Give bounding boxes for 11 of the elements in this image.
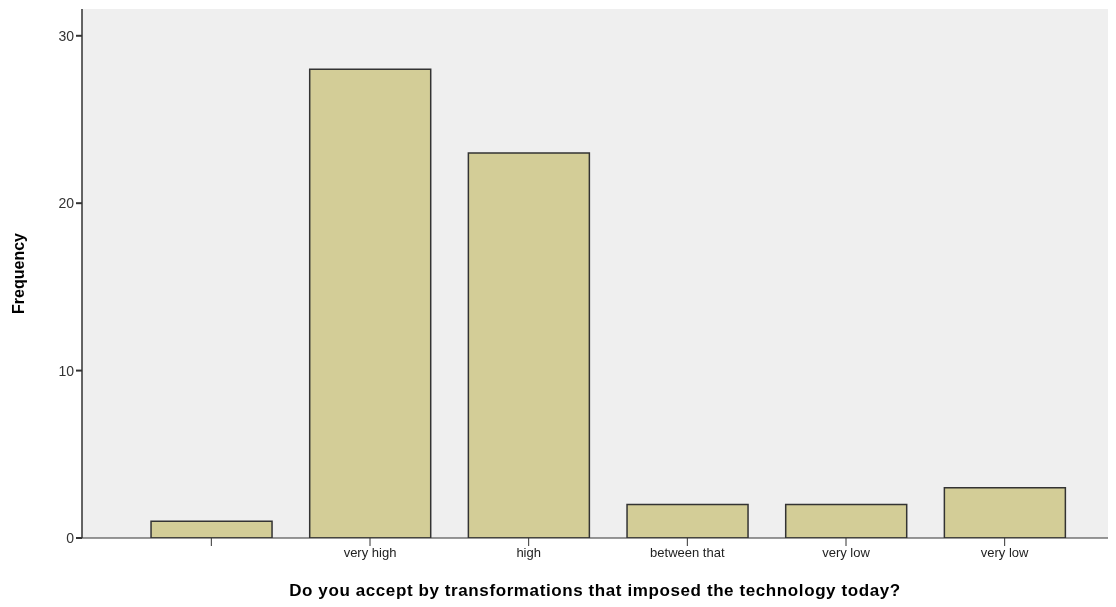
y-axis-title: Frequency xyxy=(9,232,27,314)
x-tick-label: very low xyxy=(980,545,1030,561)
y-tick-label: 20 xyxy=(58,195,75,212)
x-tick-label: very low xyxy=(822,545,871,561)
x-tick-label: very high xyxy=(343,545,397,561)
y-tick-label: 10 xyxy=(58,362,75,379)
x-axis-title: Do you accept by transformations that imposed the technology today? xyxy=(289,581,901,600)
y-tick-label: 30 xyxy=(58,27,75,44)
x-tick-label: between that xyxy=(650,545,725,561)
y-tick-label: 0 xyxy=(66,529,75,546)
x-tick-label: high xyxy=(516,545,541,561)
